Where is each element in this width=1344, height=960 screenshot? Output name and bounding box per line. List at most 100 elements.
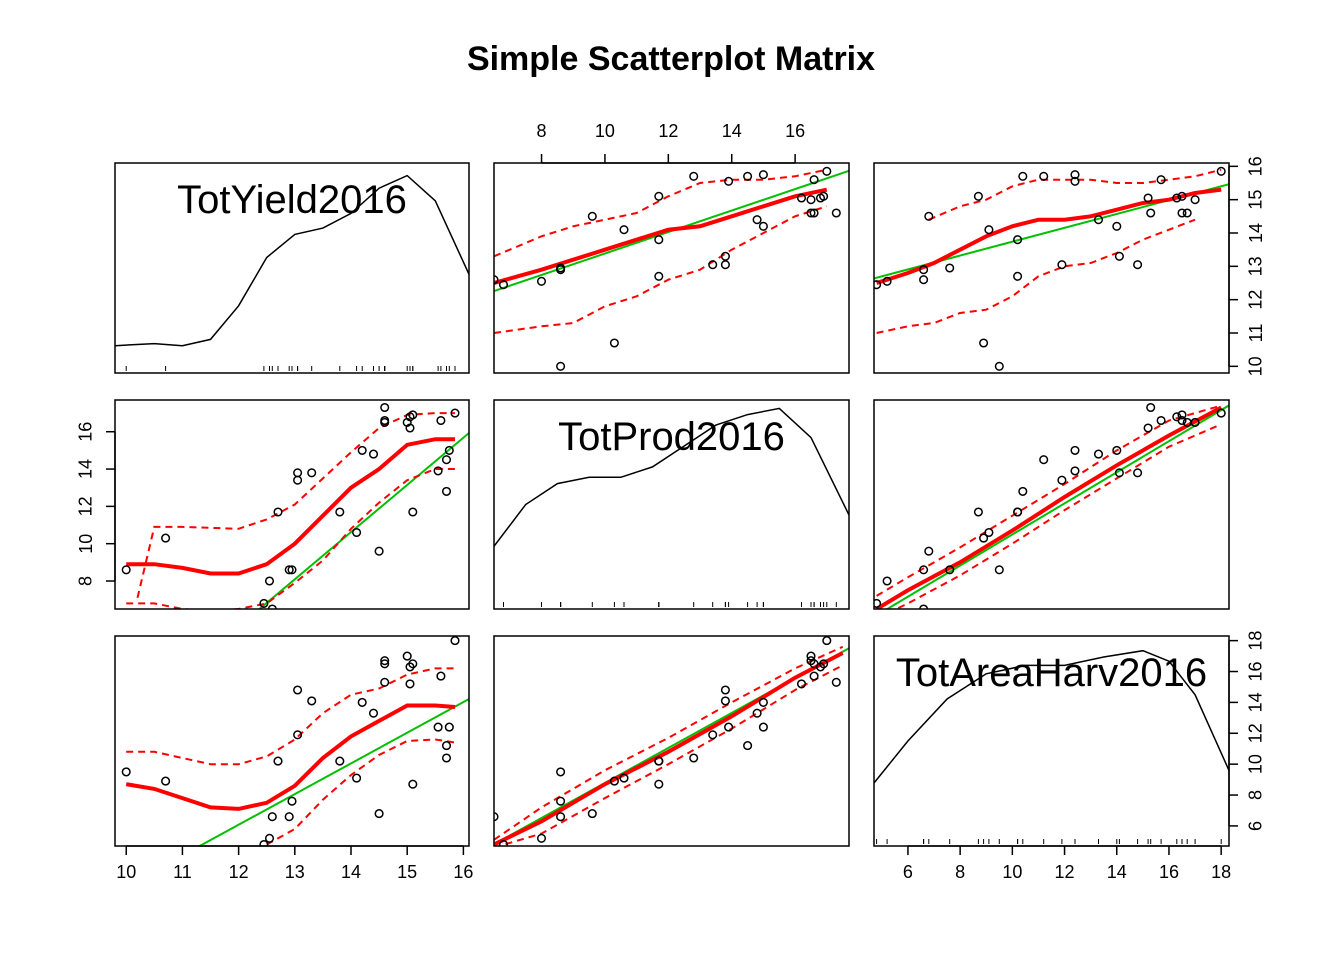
- data-point: [335, 507, 345, 517]
- data-point: [758, 170, 768, 180]
- smooth-fit-line: [875, 405, 1223, 609]
- data-point: [433, 466, 443, 476]
- smooth-lower-band: [876, 218, 1196, 334]
- y-tick-label: 18: [1246, 631, 1266, 651]
- smooth-upper-band: [494, 168, 828, 258]
- y-tick-label: 11: [1246, 324, 1266, 343]
- data-point: [1156, 175, 1166, 185]
- data-point: [1190, 195, 1200, 205]
- data-point: [441, 455, 452, 465]
- data-point: [587, 211, 597, 221]
- data-point: [752, 215, 762, 225]
- data-point: [433, 722, 443, 732]
- data-point: [405, 679, 415, 689]
- data-point: [380, 659, 390, 669]
- data-point: [919, 604, 929, 609]
- y-tick-label: 10: [1246, 754, 1266, 774]
- data-point: [874, 598, 882, 608]
- data-point: [267, 812, 277, 822]
- data-point: [1070, 445, 1080, 455]
- data-point: [994, 361, 1004, 371]
- data-point: [408, 659, 418, 669]
- data-point: [1018, 486, 1028, 496]
- data-point: [979, 533, 989, 543]
- smooth-fit-line: [126, 437, 455, 576]
- data-point: [1156, 415, 1166, 426]
- smooth-lower-band: [266, 738, 456, 846]
- panel-frame: [493, 399, 850, 610]
- data-point: [1182, 208, 1192, 218]
- y-tick-label: 12: [1246, 290, 1266, 310]
- smooth-fit-line: [875, 187, 1222, 285]
- y-axis-right-TotAreaHarv2016: 6 8 10 12 14 16 18: [1228, 631, 1266, 831]
- data-point: [945, 565, 955, 575]
- data-point: [1093, 215, 1104, 225]
- data-point: [284, 812, 294, 822]
- data-point: [743, 171, 753, 181]
- data-point: [450, 408, 460, 418]
- panel-frame: [873, 399, 1230, 610]
- data-point: [979, 338, 989, 348]
- data-point: [919, 275, 929, 285]
- data-point: [380, 415, 390, 426]
- data-point: [619, 773, 629, 783]
- data-point: [796, 679, 807, 689]
- y-axis-right-TotYield2016: 10 11 12 13 14 15 16: [1228, 156, 1266, 376]
- data-point: [1190, 417, 1200, 427]
- data-point: [121, 565, 131, 575]
- data-point: [1172, 412, 1182, 422]
- data-point: [708, 730, 718, 740]
- data-point: [809, 208, 819, 218]
- data-point: [1143, 423, 1153, 433]
- data-point: [1177, 208, 1187, 218]
- smooth-lower-band: [494, 205, 828, 334]
- data-point: [284, 565, 294, 575]
- data-point: [536, 833, 547, 843]
- data-point: [724, 722, 734, 732]
- data-point: [498, 280, 509, 290]
- data-point: [436, 415, 446, 426]
- data-point: [161, 776, 171, 786]
- data-point: [556, 767, 566, 777]
- x-tick-label: 15: [397, 862, 417, 882]
- smooth-lower-band: [126, 468, 455, 609]
- data-point: [1093, 449, 1104, 459]
- data-point: [450, 636, 460, 646]
- data-point: [758, 221, 768, 231]
- y-tick-label: 10: [76, 534, 96, 554]
- data-point: [752, 708, 762, 718]
- data-point: [654, 779, 664, 789]
- y-tick-label: 13: [1246, 256, 1266, 276]
- data-point: [1133, 468, 1143, 478]
- data-point: [720, 251, 730, 261]
- linear-fit-line: [197, 698, 469, 846]
- data-point: [654, 191, 664, 201]
- data-point: [259, 598, 269, 608]
- data-point: [796, 193, 807, 203]
- data-point: [743, 741, 753, 751]
- x-axis-top-TotProd2016: 8 10 12 14 16: [537, 121, 805, 164]
- panel-TotProd2016-vs-TotProd2016: TotProd2016: [493, 399, 850, 610]
- x-tick-label: 12: [658, 121, 678, 141]
- x-tick-label: 11: [173, 862, 192, 882]
- smooth-lower-band: [893, 423, 1222, 609]
- y-tick-label: 14: [76, 459, 96, 479]
- data-point: [809, 671, 819, 681]
- data-point: [1018, 171, 1028, 181]
- x-tick-label: 16: [1159, 862, 1179, 882]
- y-tick-label: 14: [1246, 223, 1266, 243]
- density-curve-TotYield2016: [115, 174, 469, 347]
- y-axis-left-TotProd2016: 8 10 12 14 16: [76, 422, 116, 586]
- x-tick-label: 12: [229, 862, 249, 882]
- diagonal-label-TotYield2016: TotYield2016: [177, 178, 407, 222]
- panel-TotAreaHarv2016-vs-TotProd2016: [493, 635, 850, 847]
- data-point: [408, 779, 418, 789]
- data-point: [654, 756, 664, 766]
- data-point: [556, 263, 566, 273]
- data-point: [293, 685, 303, 695]
- data-point: [619, 225, 629, 235]
- data-point: [822, 166, 832, 176]
- data-point: [809, 175, 819, 185]
- smooth-fit-line: [494, 651, 844, 846]
